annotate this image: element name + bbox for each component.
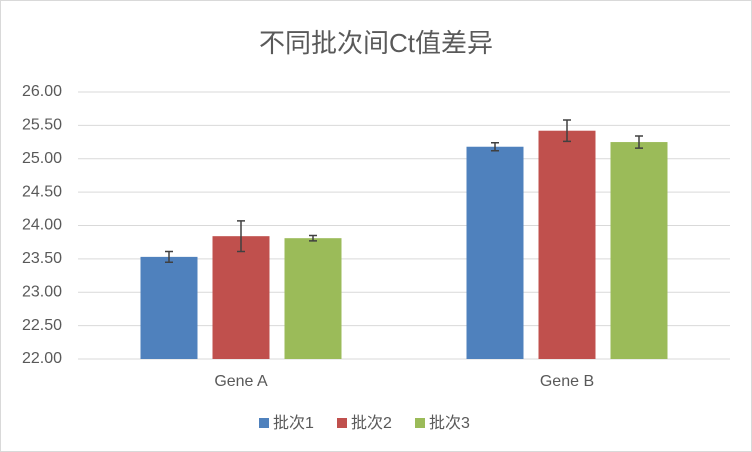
error-bar [635,135,643,149]
legend-label: 批次2 [351,414,392,432]
bar [466,146,524,359]
legend-swatch [415,418,425,428]
y-tick-label: 22.50 [22,317,62,334]
error-bar [309,234,317,242]
y-tick-label: 25.00 [22,150,62,167]
y-tick-label: 23.50 [22,250,62,267]
bar [538,130,596,359]
bar [140,256,198,359]
bar [212,236,270,359]
legend-label: 批次3 [429,414,470,432]
bar [284,238,342,359]
bar [610,142,668,359]
y-tick-label: 22.00 [22,350,62,367]
error-bar [165,250,173,263]
y-tick-label: 23.00 [22,283,62,300]
y-tick-label: 25.50 [22,117,62,134]
y-tick-label: 24.00 [22,217,62,234]
error-bar [563,119,571,143]
legend-label: 批次1 [273,414,314,432]
error-bar [491,141,499,152]
x-tick-label: Gene A [214,373,268,390]
y-tick-label: 24.50 [22,183,62,200]
error-bar [237,220,245,253]
legend-swatch [259,418,269,428]
y-tick-label: 26.00 [22,83,62,100]
chart-title: 不同批次间Ct值差异 [259,28,493,58]
x-tick-label: Gene B [540,373,594,390]
legend-swatch [337,418,347,428]
